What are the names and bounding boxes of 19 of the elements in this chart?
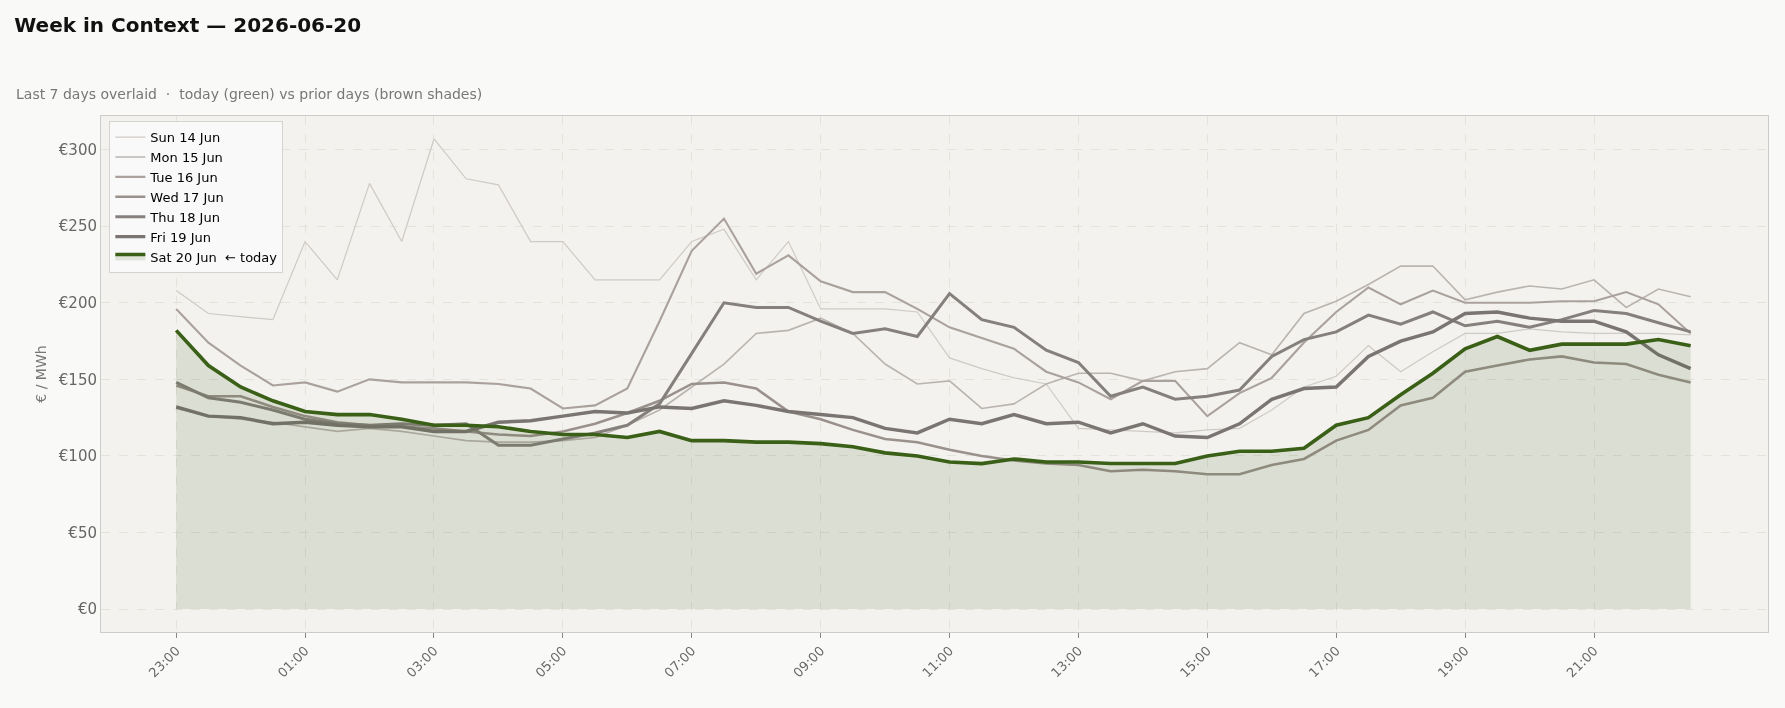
- line-series: [174, 292, 1693, 447]
- legend-label: Wed 17 Jun: [150, 189, 224, 205]
- y-tick-label: €250: [58, 217, 97, 236]
- y-tick-label: €100: [58, 447, 97, 466]
- chart-title: Week in Context — 2026-06-20: [14, 12, 362, 37]
- line-series: [175, 265, 1692, 443]
- y-tick-label: €300: [58, 140, 97, 159]
- y-axis-title: € / MWh: [33, 345, 50, 403]
- y-tick-label: €200: [58, 294, 97, 313]
- legend-label: Thu 18 Jun: [149, 209, 220, 225]
- legend-label: Tue 16 Jun: [149, 169, 218, 185]
- chart-subtitle: Last 7 days overlaid · today (green) vs prior days (brown shades): [16, 86, 483, 102]
- y-tick-label: €150: [58, 370, 97, 389]
- y-tick-label: €50: [68, 523, 97, 542]
- y-tick-label: €0: [77, 600, 97, 619]
- legend-label: Fri 19 Jun: [150, 229, 211, 245]
- legend-label: Sat 20 Jun ← today: [150, 249, 278, 265]
- legend-label: Mon 15 Jun: [150, 150, 223, 166]
- legend-label: Sun 14 Jun: [150, 130, 221, 146]
